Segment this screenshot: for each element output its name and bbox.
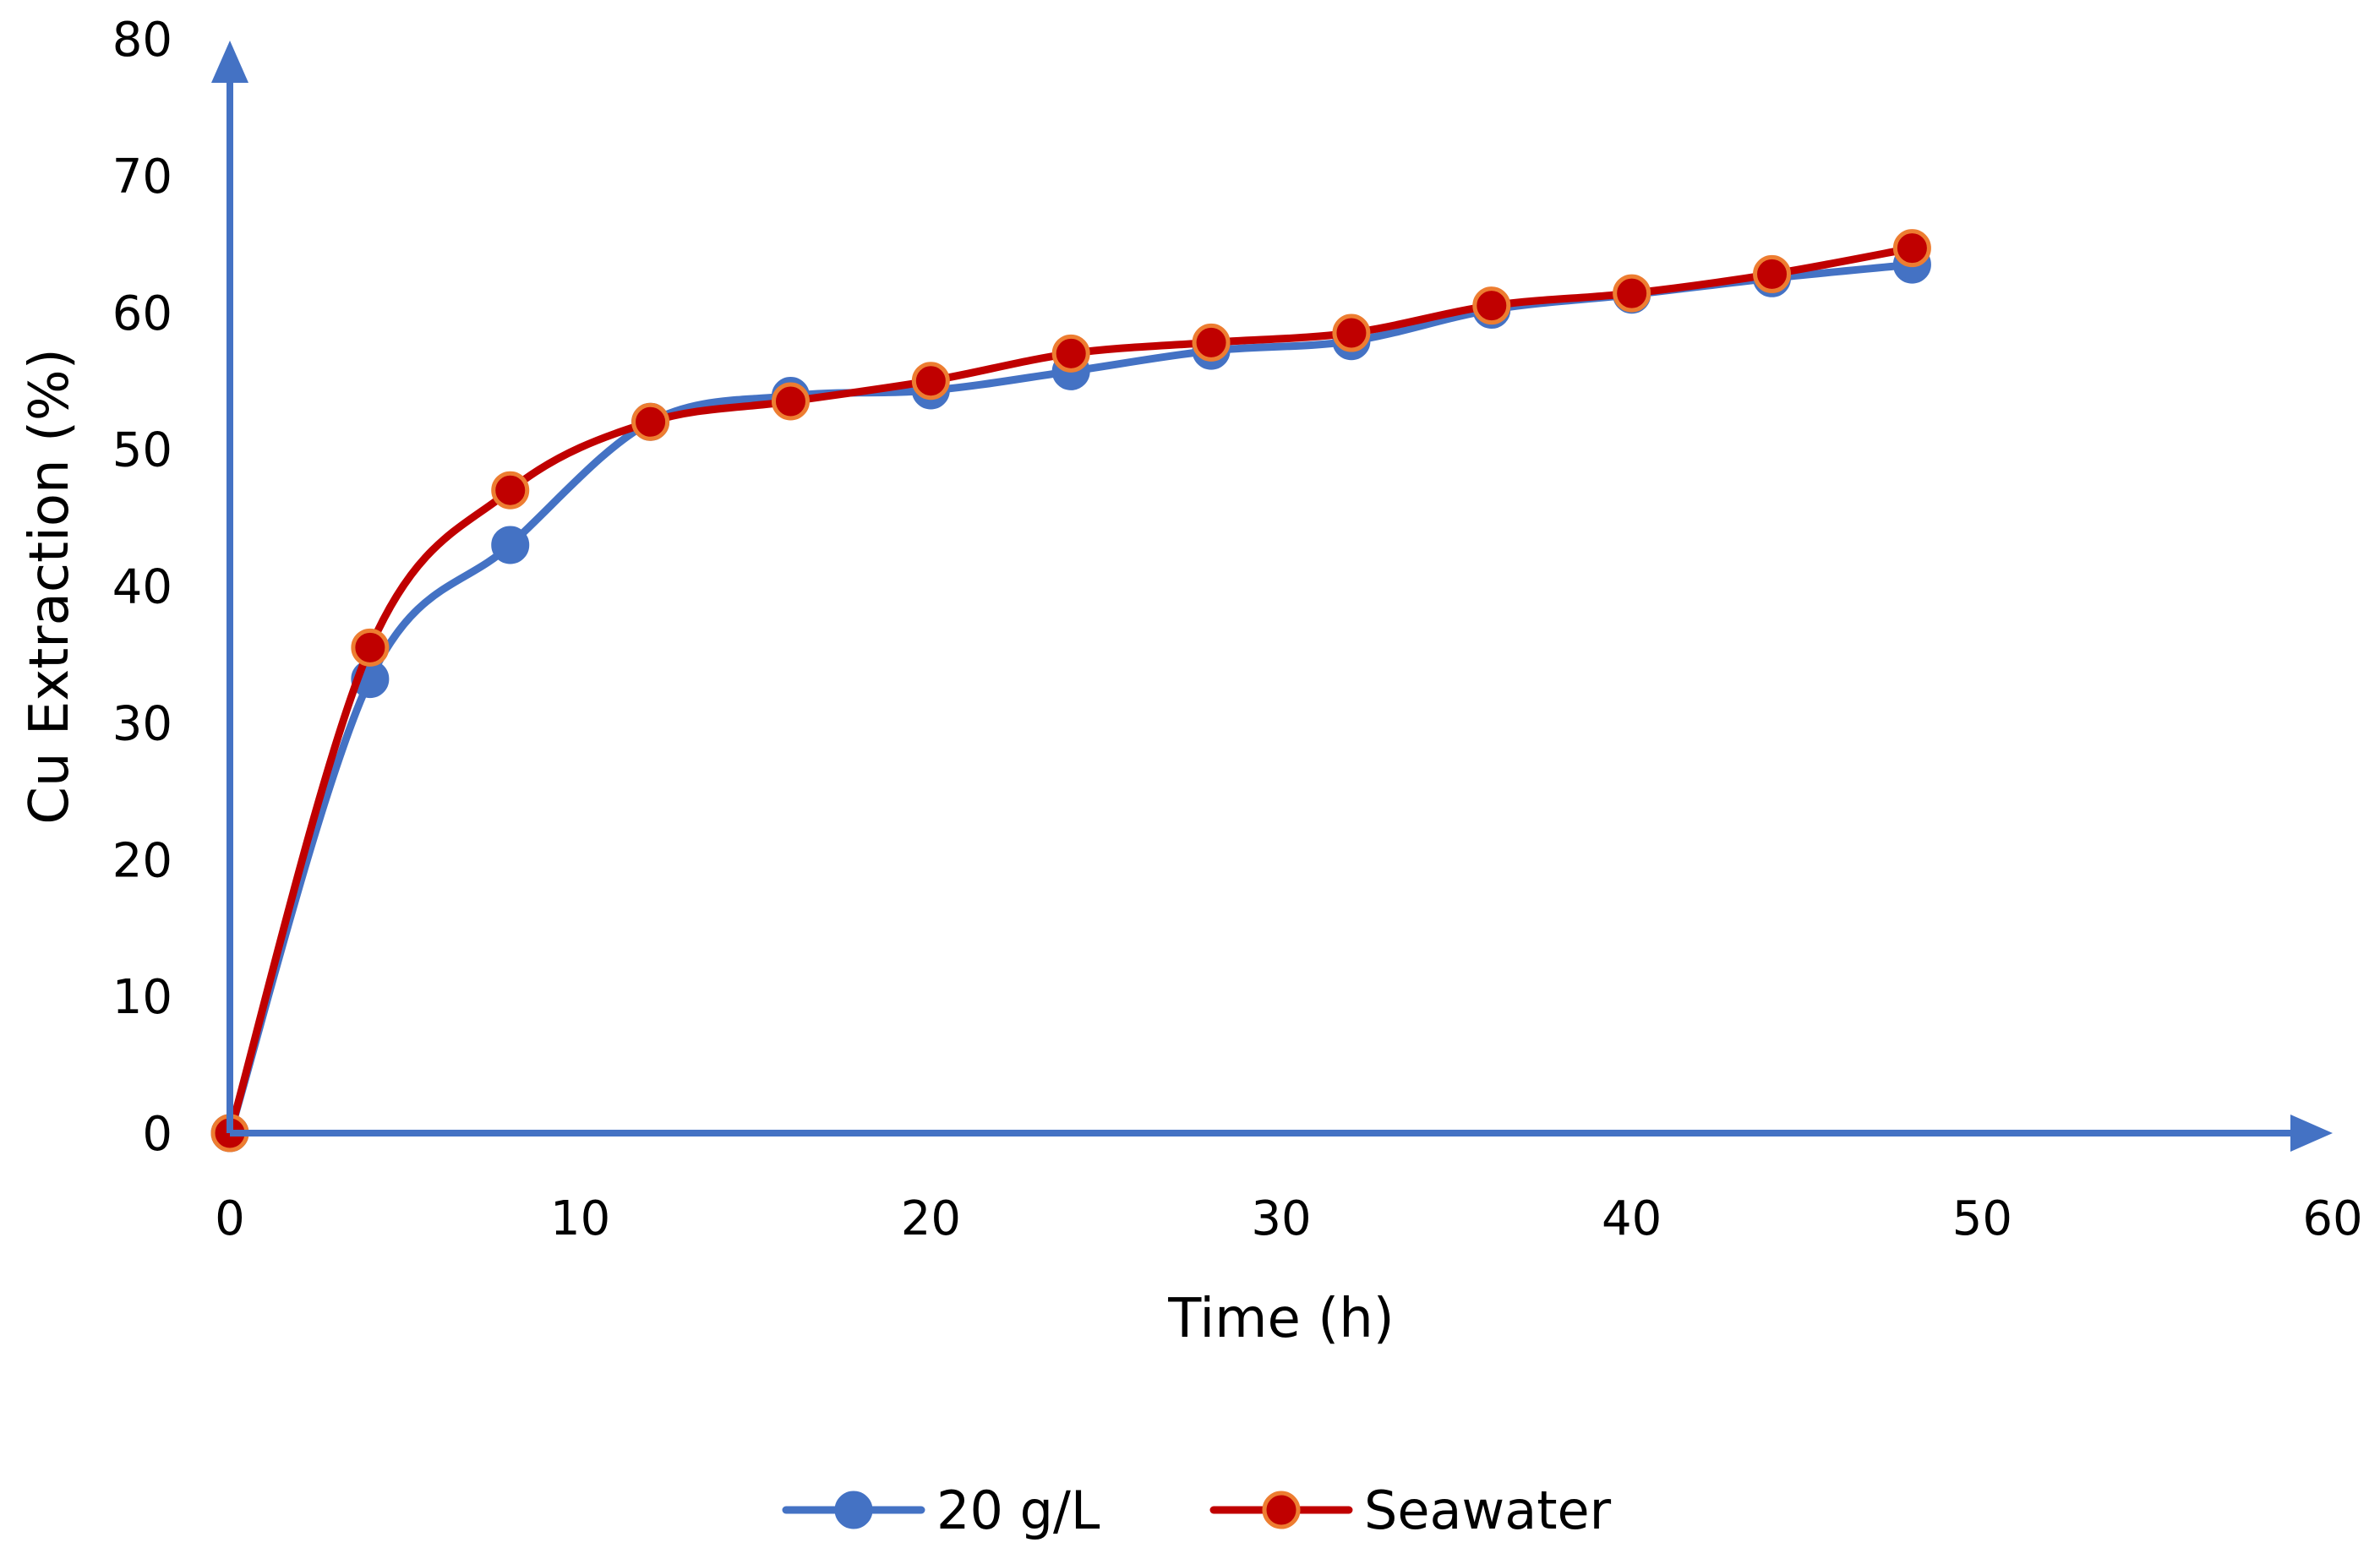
series-layer	[210, 229, 1931, 1153]
x-tick-label: 0	[215, 1191, 245, 1246]
x-tick-label: 40	[1602, 1191, 1662, 1246]
legend-marker	[1262, 1491, 1301, 1529]
legend-marker	[834, 1491, 873, 1529]
data-point	[351, 628, 390, 667]
data-point	[1753, 254, 1792, 293]
series-0	[210, 245, 1931, 1153]
data-point	[491, 526, 530, 564]
legend: 20 g/L Seawater	[782, 1480, 1612, 1541]
data-point	[1472, 286, 1511, 325]
data-point	[911, 362, 950, 401]
y-tick-label: 20	[112, 833, 172, 888]
x-tick-label: 10	[550, 1191, 610, 1246]
series-1	[210, 229, 1931, 1153]
data-point	[1332, 313, 1371, 352]
data-point	[631, 402, 670, 441]
legend-item: 20 g/L	[782, 1480, 1100, 1541]
x-tick-label: 50	[1952, 1191, 2012, 1246]
y-tick-label: 70	[112, 150, 172, 204]
y-tick-label: 80	[112, 13, 172, 68]
data-point	[771, 382, 810, 421]
x-axis-title: Time (h)	[1167, 1288, 1394, 1350]
legend-item: Seawater	[1209, 1480, 1612, 1541]
data-point	[1192, 323, 1231, 362]
y-tick-label: 40	[112, 560, 172, 615]
data-point	[1051, 334, 1090, 373]
y-tick-label: 0	[142, 1107, 172, 1162]
legend-label: Seawater	[1364, 1480, 1612, 1541]
x-tick-label: 20	[901, 1191, 961, 1246]
axes-layer	[211, 41, 2333, 1152]
series-line	[226, 244, 1916, 1137]
data-point	[1892, 229, 1931, 268]
x-tick-label: 30	[1251, 1191, 1311, 1246]
y-tick-label: 50	[112, 423, 172, 478]
data-point	[1613, 274, 1651, 313]
y-axis-arrow	[211, 41, 248, 83]
y-tick-label: 60	[112, 286, 172, 341]
data-point	[491, 471, 530, 510]
label-layer: Time (h) Cu Extraction (%) 0 10 20 30 40 50 60…	[19, 13, 2363, 1350]
x-tick-label: 60	[2302, 1191, 2362, 1246]
y-tick-label: 10	[112, 970, 172, 1025]
legend-label: 20 g/L	[936, 1480, 1100, 1541]
x-axis-arrow	[2290, 1115, 2333, 1152]
y-tick-label: 30	[112, 696, 172, 751]
series-line	[226, 260, 1916, 1137]
y-axis-title: Cu Extraction (%)	[19, 348, 81, 824]
